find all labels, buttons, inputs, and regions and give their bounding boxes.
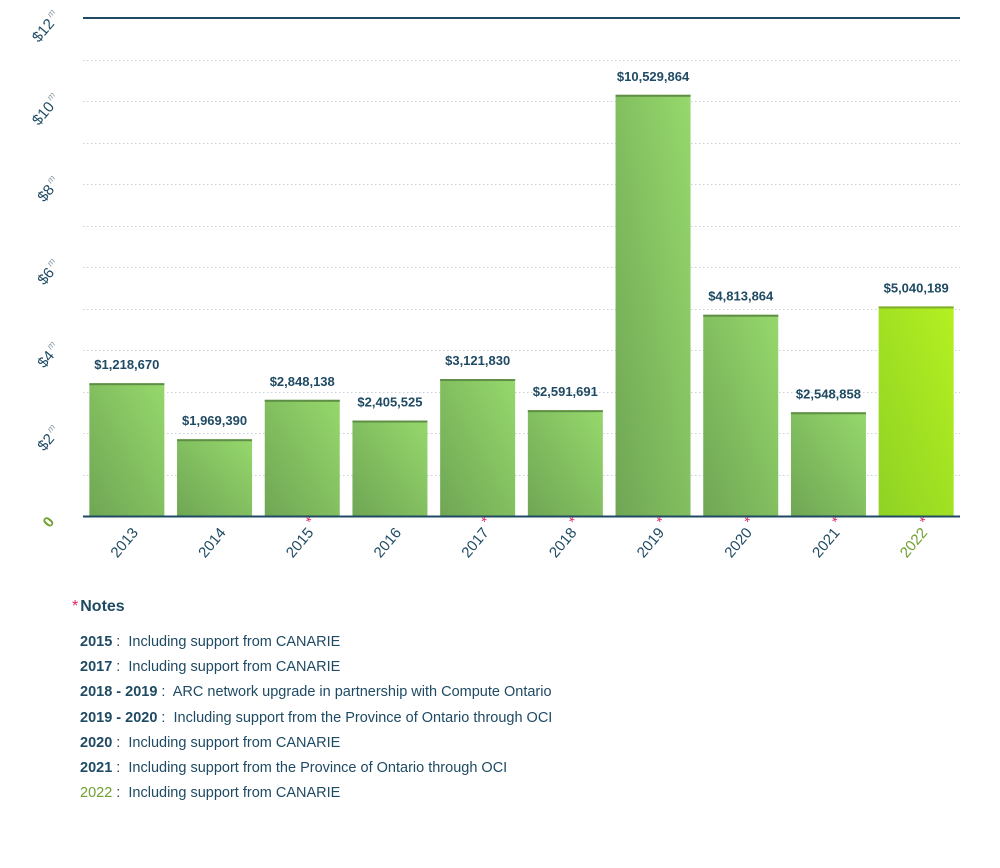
bar-top-edge (615, 94, 691, 97)
x-tick: 2016 (371, 525, 405, 561)
note-key: 2017 (80, 659, 113, 676)
bar-value-label: $1,969,390 (182, 413, 247, 428)
bar-value-label: $5,040,189 (884, 280, 949, 295)
bar-value-label: $2,548,858 (796, 386, 861, 401)
x-tick-label: 2019 (634, 525, 668, 561)
notes-star: * (72, 598, 79, 615)
note-key: 2020 (80, 734, 113, 751)
bar-value-label: $4,813,864 (708, 289, 774, 304)
y-tick: $6m (34, 256, 58, 289)
bar (527, 410, 603, 516)
x-tick-label: 2015 (283, 525, 317, 561)
bar (878, 306, 954, 516)
x-tick: 2020* (721, 513, 757, 561)
note-text: Including support from CANARIE (128, 734, 341, 751)
x-tick: 2018* (546, 513, 582, 561)
x-tick-label: 2018 (546, 525, 580, 561)
note-item-highlight: 2022 : Including support from CANARIE (80, 785, 341, 802)
bar (177, 439, 253, 516)
notes-title: * Notes (72, 598, 972, 616)
x-tick: 2022* (897, 513, 933, 561)
bar-value-label: $2,591,691 (533, 384, 598, 399)
bar-top-edge (440, 379, 516, 382)
y-tick: $8m (34, 173, 58, 206)
note-item: 2019 - 2020 : Including support from the… (80, 709, 553, 726)
note-key: 2018 - 2019 (80, 684, 158, 701)
bar-value-label: $10,529,864 (617, 69, 690, 84)
y-tick-label: 0 (40, 514, 58, 531)
note-text: Including support from CANARIE (128, 785, 341, 802)
note-key: 2022 (80, 785, 113, 802)
y-tick: $4m (34, 339, 58, 372)
note-item: 2018 - 2019 : ARC network upgrade in par… (80, 684, 552, 701)
y-tick-label: $6 (34, 265, 58, 289)
notes-title-text: Notes (80, 598, 125, 615)
y-tick: 0 (40, 514, 58, 531)
x-tick: 2015* (283, 513, 319, 561)
y-tick: $12m (29, 7, 58, 46)
note-key: 2019 - 2020 (80, 709, 158, 726)
x-tick: 2014 (195, 525, 229, 561)
x-tick-label: 2016 (371, 525, 405, 561)
x-tick: 2013 (107, 525, 141, 561)
bar-top-edge (177, 439, 253, 442)
bar-top-edge (352, 420, 428, 423)
bar-chart: 0 $2m $4m $6m $8m $10m $12m $1,218,670 2013 $1,96… (29, 7, 960, 561)
y-tick-label: $2 (34, 431, 58, 455)
x-tick-label: 2022 (897, 525, 931, 561)
bar (264, 399, 340, 516)
x-tick: 2019* (634, 513, 670, 561)
bar (703, 314, 779, 516)
note-item: 2021 : Including support from the Provin… (80, 759, 508, 776)
note-text: Including support from the Province of O… (173, 709, 553, 726)
bar (615, 94, 691, 517)
x-tick: 2017* (458, 513, 494, 561)
note-text: Including support from the Province of O… (128, 759, 508, 776)
bar-top-edge (89, 383, 165, 386)
x-tick-label: 2021 (809, 525, 843, 561)
bar-value-label: $2,405,525 (357, 395, 422, 410)
x-tick-label: 2013 (107, 525, 141, 561)
x-tick-label: 2020 (721, 525, 755, 561)
bar-value-label: $1,218,670 (94, 357, 159, 372)
bar-top-edge (878, 306, 954, 309)
x-tick: 2021* (809, 513, 845, 561)
y-tick-label: $4 (34, 348, 58, 372)
y-tick-label: $10 (29, 99, 58, 129)
note-text: Including support from CANARIE (128, 634, 341, 650)
bar-top-edge (264, 399, 340, 402)
note-text: ARC network upgrade in partnership with … (172, 684, 552, 701)
note-item: 2017 : Including support from CANARIE (80, 659, 341, 676)
bar (440, 379, 516, 516)
bar (790, 412, 866, 516)
bar-value-label: $3,121,830 (445, 353, 510, 368)
bar (352, 420, 428, 516)
x-tick-label: 2014 (195, 525, 229, 561)
bar-top-edge (703, 314, 779, 317)
bar-value-label: $2,848,138 (270, 374, 335, 389)
y-tick: $10m (29, 90, 58, 129)
bar (89, 383, 165, 516)
note-text: Including support from CANARIE (128, 659, 341, 676)
x-tick-label: 2017 (458, 525, 492, 561)
note-key: 2015 (80, 634, 113, 650)
y-tick: $2m (34, 422, 58, 455)
y-tick-label: $12 (29, 16, 58, 46)
notes-list: 2015 : Including support from CANARIE 20… (80, 630, 972, 806)
notes-section: * Notes 2015 : Including support from CAN… (72, 598, 972, 806)
note-item: 2015 : Including support from CANARIE (80, 634, 341, 650)
bar-top-edge (527, 410, 603, 413)
note-key: 2021 (80, 759, 113, 776)
y-tick-label: $8 (34, 182, 58, 206)
bar-top-edge (790, 412, 866, 415)
note-item: 2020 : Including support from CANARIE (80, 734, 341, 751)
